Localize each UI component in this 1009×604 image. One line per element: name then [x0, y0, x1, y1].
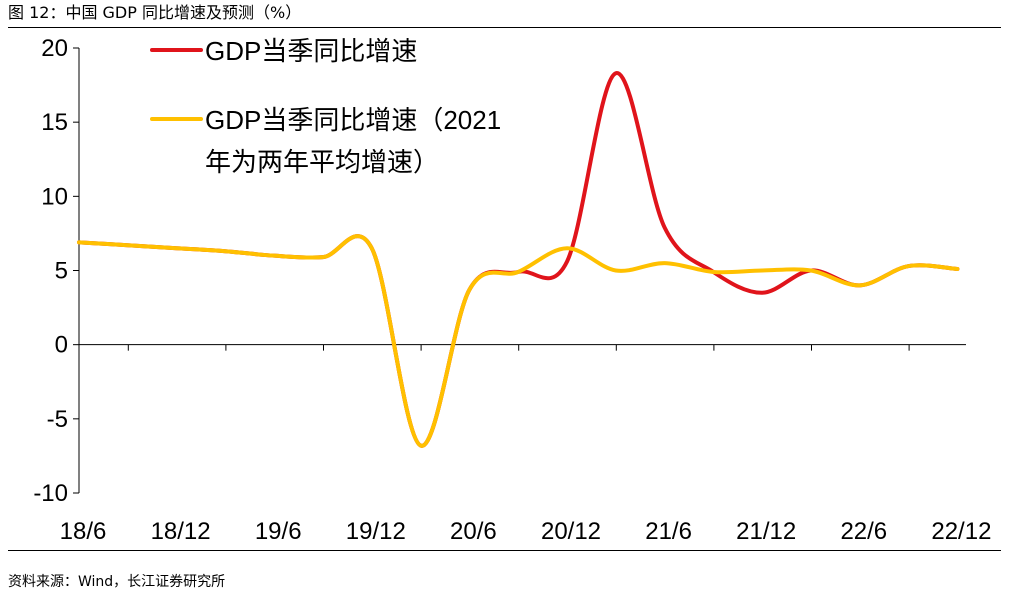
legend-label-2-line-1: GDP当季同比增速（2021	[205, 105, 501, 135]
gdp-growth-chart: -10 -5 0 5 10 15 20 18/6 18/12 19/6 19/12 20/6 20/12…	[33, 35, 991, 545]
chart-axes: -10 -5 0 5 10 15 20 18/6 18/12 19/6 19/12 20/6 20/12…	[33, 35, 991, 545]
bottom-rule	[8, 550, 1001, 551]
x-tick-label: 18/12	[151, 518, 211, 545]
y-tick-label: 20	[41, 35, 68, 62]
x-tick-label: 21/6	[645, 518, 692, 545]
legend-label-1: GDP当季同比增速	[205, 36, 417, 66]
x-tick-label: 22/6	[840, 518, 887, 545]
x-tick-label: 19/6	[255, 518, 302, 545]
series-line-2	[77, 234, 960, 448]
x-tick-label: 21/12	[736, 518, 796, 545]
figure-title: 图 12：中国 GDP 同比增速及预测（%）	[8, 3, 302, 22]
legend-label-2-line-2: 年为两年平均增速）	[205, 147, 439, 177]
y-tick-label: -5	[47, 406, 68, 433]
y-tick-label: -10	[33, 480, 68, 507]
y-tick-label: 15	[41, 109, 68, 136]
x-tick-label: 20/6	[450, 518, 497, 545]
x-tick-label: 19/12	[346, 518, 406, 545]
y-tick-label: 5	[55, 258, 68, 285]
x-tick-label: 18/6	[60, 518, 107, 545]
y-tick-label: 0	[55, 332, 68, 359]
figure-source: 资料来源：Wind，长江证券研究所	[8, 574, 226, 590]
top-rule	[8, 27, 1001, 28]
chart-legend: GDP当季同比增速 GDP当季同比增速（2021 年为两年平均增速）	[150, 36, 501, 177]
y-tick-label: 10	[41, 183, 68, 210]
x-tick-label: 22/12	[931, 518, 991, 545]
x-tick-label: 20/12	[541, 518, 601, 545]
chart-series	[77, 71, 960, 448]
